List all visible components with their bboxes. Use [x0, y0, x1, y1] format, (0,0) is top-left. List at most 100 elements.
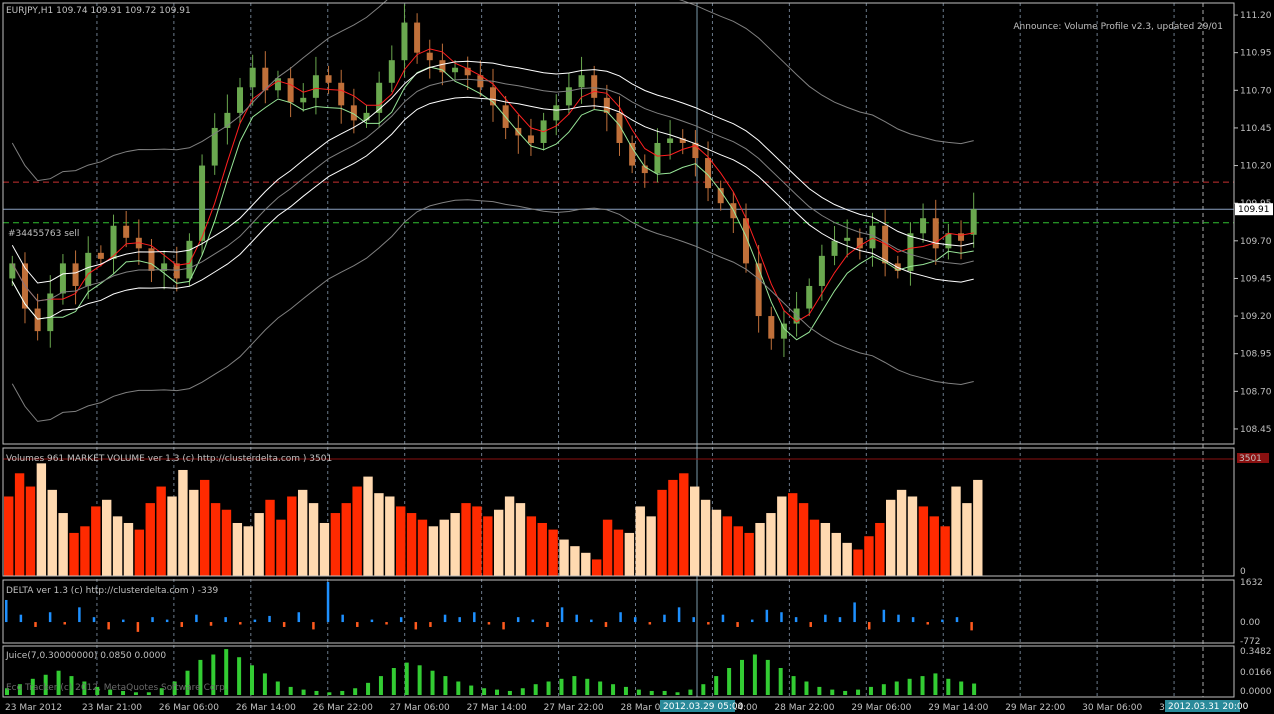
juice-bar [353, 688, 358, 695]
juice-bar [907, 678, 912, 695]
candle-body [667, 138, 674, 143]
volume-panel[interactable] [3, 458, 1234, 576]
delta-bar [107, 622, 110, 630]
juice-bar [482, 688, 487, 695]
volume-zero-label: 0 [1240, 567, 1246, 577]
candle-body [97, 252, 104, 259]
volume-bar [417, 519, 428, 576]
juice-bar [959, 681, 964, 695]
y-tick-label: 111.20 [1240, 11, 1272, 21]
delta-bar [209, 622, 213, 626]
candle-body [300, 97, 307, 103]
juice-panel[interactable] [5, 649, 977, 695]
juice-bar [404, 662, 409, 695]
candle-body [591, 75, 598, 98]
candle-body [780, 323, 787, 339]
volume-bar [635, 506, 645, 576]
panel-border [2, 645, 1235, 698]
juice-bar [946, 678, 951, 695]
juice-bar [314, 690, 319, 695]
juice-bar [894, 681, 899, 695]
juice-bar [572, 676, 577, 695]
candle-body [818, 255, 825, 286]
cursor-time-label: 2012.03.29 05:00 [663, 702, 744, 712]
delta-bar [780, 612, 783, 623]
juice-bar [714, 676, 719, 695]
x-tick-label: 26 Mar 22:00 [313, 703, 373, 713]
candle-body [477, 75, 484, 88]
juice-bar [507, 690, 512, 695]
y-tick-label: 108.45 [1240, 425, 1272, 435]
juice-bar [391, 668, 396, 695]
volume-bar [330, 513, 341, 576]
cursor-time-box [660, 700, 735, 712]
volume-bar [298, 489, 308, 576]
x-tick-label: 29 Mar 06:00 [851, 703, 911, 713]
y-tick-label: 109.45 [1240, 274, 1272, 284]
juice-bar [56, 670, 61, 695]
volume-bar [657, 489, 667, 576]
candle-body [249, 67, 256, 88]
delta-bar [341, 614, 344, 623]
juice-tick-label: 0.3482 [1240, 647, 1272, 657]
juice-bar [211, 654, 216, 695]
candle-body [654, 142, 661, 174]
volume-bar [918, 506, 929, 576]
volume-bar [504, 496, 515, 576]
candle-body [490, 87, 496, 106]
delta-bar [356, 622, 359, 627]
volume-bar [940, 526, 950, 576]
x-tick-label: 27 Mar 06:00 [390, 703, 450, 713]
delta-bar [546, 622, 549, 627]
juice-bar [82, 681, 87, 695]
delta-bar [312, 622, 315, 630]
juice-tick-label: 0.0000 [1240, 687, 1272, 697]
candle-body [692, 142, 699, 159]
volume-bar [265, 499, 275, 576]
juice-bar [17, 684, 22, 695]
volume-bar [200, 479, 210, 576]
delta-title: DELTA ver 1.3 (c) http://clusterdelta.co… [6, 586, 218, 596]
volume-max-label: 3501 [1239, 454, 1262, 464]
volume-bar [679, 473, 689, 576]
juice-bar [378, 676, 383, 695]
candle-body [350, 105, 357, 121]
price-panel[interactable] [3, 0, 1234, 422]
symbol-title: EURJPY,H1 109.74 109.91 109.72 109.91 [6, 6, 191, 16]
delta-bar [151, 617, 154, 623]
volume-bar [308, 503, 319, 576]
volume-bar [668, 479, 678, 576]
bollinger-upper-line [11, 0, 974, 182]
volume-bar [461, 503, 471, 576]
juice-bar [262, 673, 267, 695]
volume-bar [439, 519, 449, 576]
delta-bar [663, 614, 666, 623]
candle-body [72, 263, 79, 286]
delta-bar [239, 622, 242, 625]
x-tick-label: 26 Mar 06:00 [159, 703, 219, 713]
delta-bar [765, 609, 769, 623]
volume-bar [406, 513, 417, 576]
volume-bar [820, 522, 831, 576]
delta-panel[interactable] [5, 582, 973, 632]
band-lower-line [11, 96, 974, 320]
candle-body [958, 233, 965, 241]
delta-bar [253, 619, 257, 623]
volume-bar [864, 536, 874, 576]
juice-bar [701, 684, 706, 695]
delta-bar [560, 607, 564, 623]
candle-body [629, 142, 636, 166]
y-tick-label: 108.95 [1240, 350, 1272, 360]
juice-bar [288, 686, 293, 695]
delta-bar [385, 622, 388, 625]
volume-bar [624, 532, 635, 576]
delta-bar [941, 619, 944, 623]
delta-bar [750, 619, 754, 623]
band-mid-line [11, 78, 974, 302]
juice-bar [881, 684, 886, 695]
volume-bar [842, 542, 852, 576]
candle-body [211, 127, 218, 166]
candle-body [262, 67, 269, 91]
x-tick-label: 23 Mar 2012 [5, 703, 62, 713]
